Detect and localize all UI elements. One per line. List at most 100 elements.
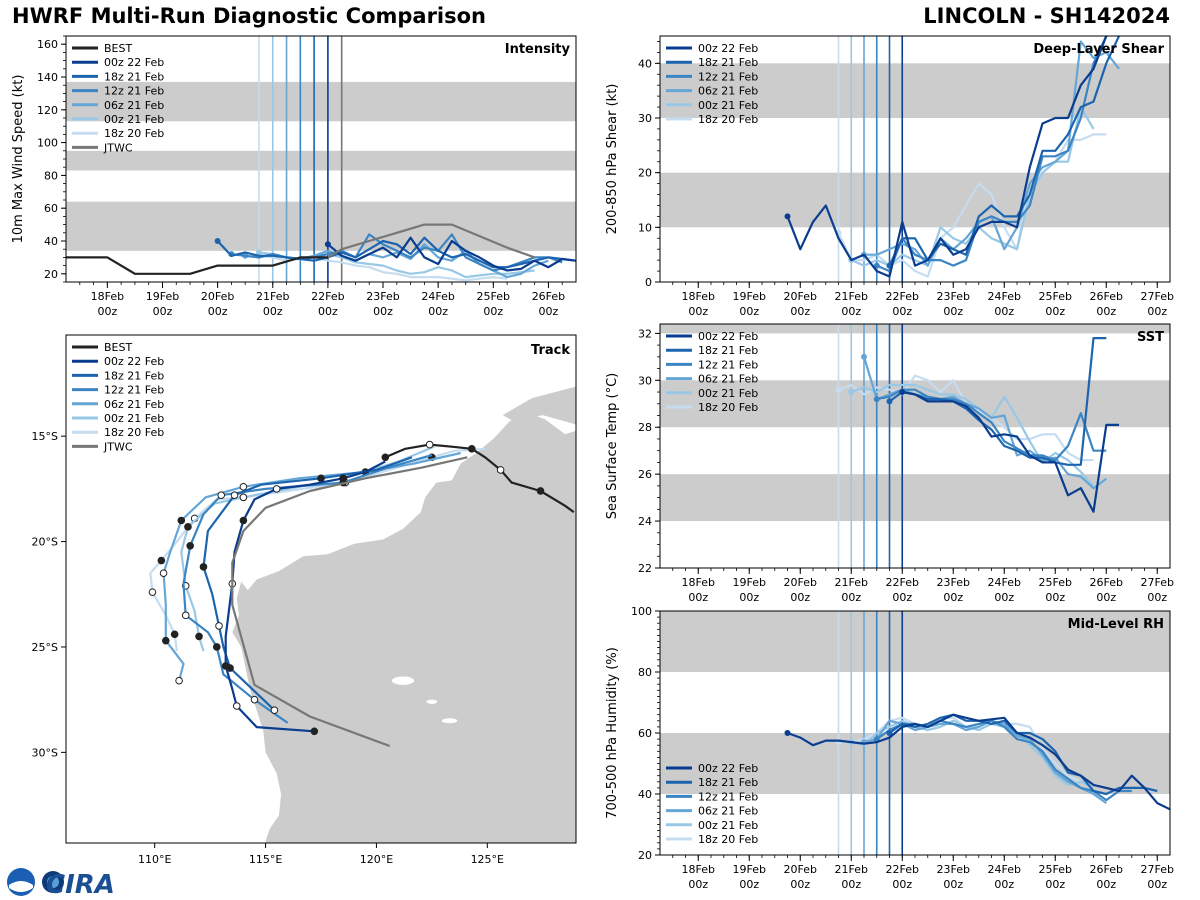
series-line bbox=[787, 713, 1170, 811]
legend-label: BEST bbox=[104, 341, 132, 354]
legend-label: 00z 22 Feb bbox=[698, 330, 758, 343]
x-tick-label: 20Feb 00z bbox=[784, 290, 817, 318]
legend-label: 00z 21 Feb bbox=[104, 113, 164, 126]
x-tick-label-line: 00z bbox=[994, 878, 1014, 891]
track-point bbox=[232, 702, 241, 710]
x-tick-label: 22Feb 00z bbox=[886, 863, 919, 891]
x-tick-label: 26Feb 00z bbox=[1090, 290, 1123, 318]
track-point bbox=[317, 474, 325, 483]
figure-title: HWRF Multi-Run Diagnostic Comparison bbox=[12, 4, 487, 28]
x-tick-label: 25Feb 00z bbox=[1039, 576, 1072, 604]
x-tick-label-line: 27Feb bbox=[1141, 290, 1174, 303]
track-point bbox=[339, 474, 347, 483]
track-point bbox=[148, 588, 157, 596]
x-tick-label-line: 00z bbox=[943, 591, 963, 604]
track-point bbox=[230, 491, 239, 499]
track-point bbox=[161, 636, 170, 645]
track-point bbox=[250, 695, 259, 704]
legend-label: BEST bbox=[104, 42, 132, 55]
y-axis-label: 200-850 hPa Shear (kt) bbox=[605, 84, 620, 235]
track-point bbox=[270, 706, 279, 715]
x-tick-label-line: 00z bbox=[994, 305, 1014, 318]
x-tick-label-line: 00z bbox=[318, 305, 338, 318]
australia-landmass bbox=[232, 413, 576, 843]
x-tick-label-line: 00z bbox=[739, 878, 759, 891]
x-tick-label: 24Feb 00z bbox=[988, 576, 1021, 604]
x-tick-label-line: 19Feb bbox=[733, 576, 766, 589]
y-tick-label: 28 bbox=[638, 421, 652, 434]
track-point bbox=[239, 516, 248, 525]
x-tick-label-line: 18Feb bbox=[91, 290, 124, 303]
x-tick-label-line: 00z bbox=[943, 305, 963, 318]
x-tick-label: 23Feb 00z bbox=[937, 863, 970, 891]
latitude-label: 20°S bbox=[32, 536, 58, 549]
x-tick-label: 18Feb 00z bbox=[682, 863, 715, 891]
y-tick-label: 80 bbox=[44, 169, 58, 182]
series-start-point bbox=[861, 353, 867, 360]
track-point bbox=[175, 676, 183, 685]
legend-label: 18z 20 Feb bbox=[698, 401, 758, 414]
y-tick-label: 40 bbox=[44, 235, 58, 248]
x-tick-label-line: 00z bbox=[1045, 305, 1065, 318]
x-tick-label-line: 26Feb bbox=[1090, 290, 1123, 303]
x-tick-label: 20Feb 00z bbox=[784, 863, 817, 891]
track-point bbox=[170, 630, 179, 639]
y-tick-label: 60 bbox=[44, 202, 58, 215]
legend-label: 00z 21 Feb bbox=[698, 819, 758, 832]
y-tick-label: 26 bbox=[638, 468, 652, 481]
x-tick-label: 25Feb 00z bbox=[1039, 863, 1072, 891]
x-tick-label-line: 22Feb bbox=[311, 290, 344, 303]
cira-logo: CIRA bbox=[7, 868, 115, 898]
track-panel: 110°E 115°E 120°E 125°E 15°S 20°S 25°S 30°S Trac… bbox=[32, 334, 577, 866]
x-tick-label-line: 00z bbox=[892, 305, 912, 318]
track-map-area bbox=[66, 335, 576, 843]
legend-label: 00z 21 Feb bbox=[698, 387, 758, 400]
legend-label: 06z 21 Feb bbox=[698, 805, 758, 818]
x-tick-label: 22Feb 00z bbox=[311, 290, 344, 318]
series-start-point bbox=[214, 238, 221, 244]
latitude-label: 15°S bbox=[32, 430, 58, 443]
x-tick-label-line: 00z bbox=[688, 591, 708, 604]
x-tick-label-line: 18Feb bbox=[682, 290, 715, 303]
y-tick-label: 20 bbox=[638, 167, 652, 180]
x-tick-label: 25Feb 00z bbox=[1039, 290, 1072, 318]
legend-label: 18z 21 Feb bbox=[698, 776, 758, 789]
y-tick-label: 10 bbox=[638, 221, 652, 234]
track-point bbox=[159, 569, 168, 577]
track-point bbox=[272, 485, 281, 493]
x-tick-label-line: 25Feb bbox=[477, 290, 510, 303]
x-tick-label-line: 00z bbox=[1147, 591, 1167, 604]
x-tick-label-line: 00z bbox=[373, 305, 393, 318]
track-point bbox=[310, 727, 319, 736]
legend-label: 06z 21 Feb bbox=[104, 99, 164, 112]
x-tick-label: 19Feb 00z bbox=[733, 863, 766, 891]
inland-lake bbox=[441, 718, 458, 724]
x-tick-label-line: 00z bbox=[97, 305, 117, 318]
track-point bbox=[212, 643, 221, 651]
x-tick-label-line: 00z bbox=[892, 878, 912, 891]
x-tick-label: 21Feb 00z bbox=[835, 576, 868, 604]
x-tick-label-line: 25Feb bbox=[1039, 863, 1072, 876]
series-line bbox=[876, 36, 1108, 273]
x-tick-label-line: 00z bbox=[739, 305, 759, 318]
shear-panel: 0 10 20 30 40 18Feb 00z 19Feb 00z 20Feb 00z 21Feb 00… bbox=[605, 35, 1174, 318]
legend-label: 18z 21 Feb bbox=[698, 56, 758, 69]
x-tick-label-line: 27Feb bbox=[1141, 576, 1174, 589]
x-tick-label-line: 27Feb bbox=[1141, 863, 1174, 876]
intensity-plot-area bbox=[66, 36, 576, 282]
track-point bbox=[215, 622, 223, 630]
y-tick-label: 40 bbox=[638, 788, 652, 801]
y-tick-label: 32 bbox=[638, 327, 652, 340]
x-tick-label: 20Feb 00z bbox=[784, 576, 817, 604]
rh-plot-area bbox=[660, 611, 1170, 855]
y-tick-label: 80 bbox=[638, 666, 652, 679]
legend-label: 00z 21 Feb bbox=[698, 99, 758, 112]
x-tick-label-line: 00z bbox=[1045, 878, 1065, 891]
y-tick-label: 22 bbox=[638, 562, 652, 575]
legend-label: 18z 20 Feb bbox=[698, 113, 758, 126]
x-tick-label-line: 00z bbox=[892, 591, 912, 604]
x-tick-label-line: 24Feb bbox=[988, 576, 1021, 589]
